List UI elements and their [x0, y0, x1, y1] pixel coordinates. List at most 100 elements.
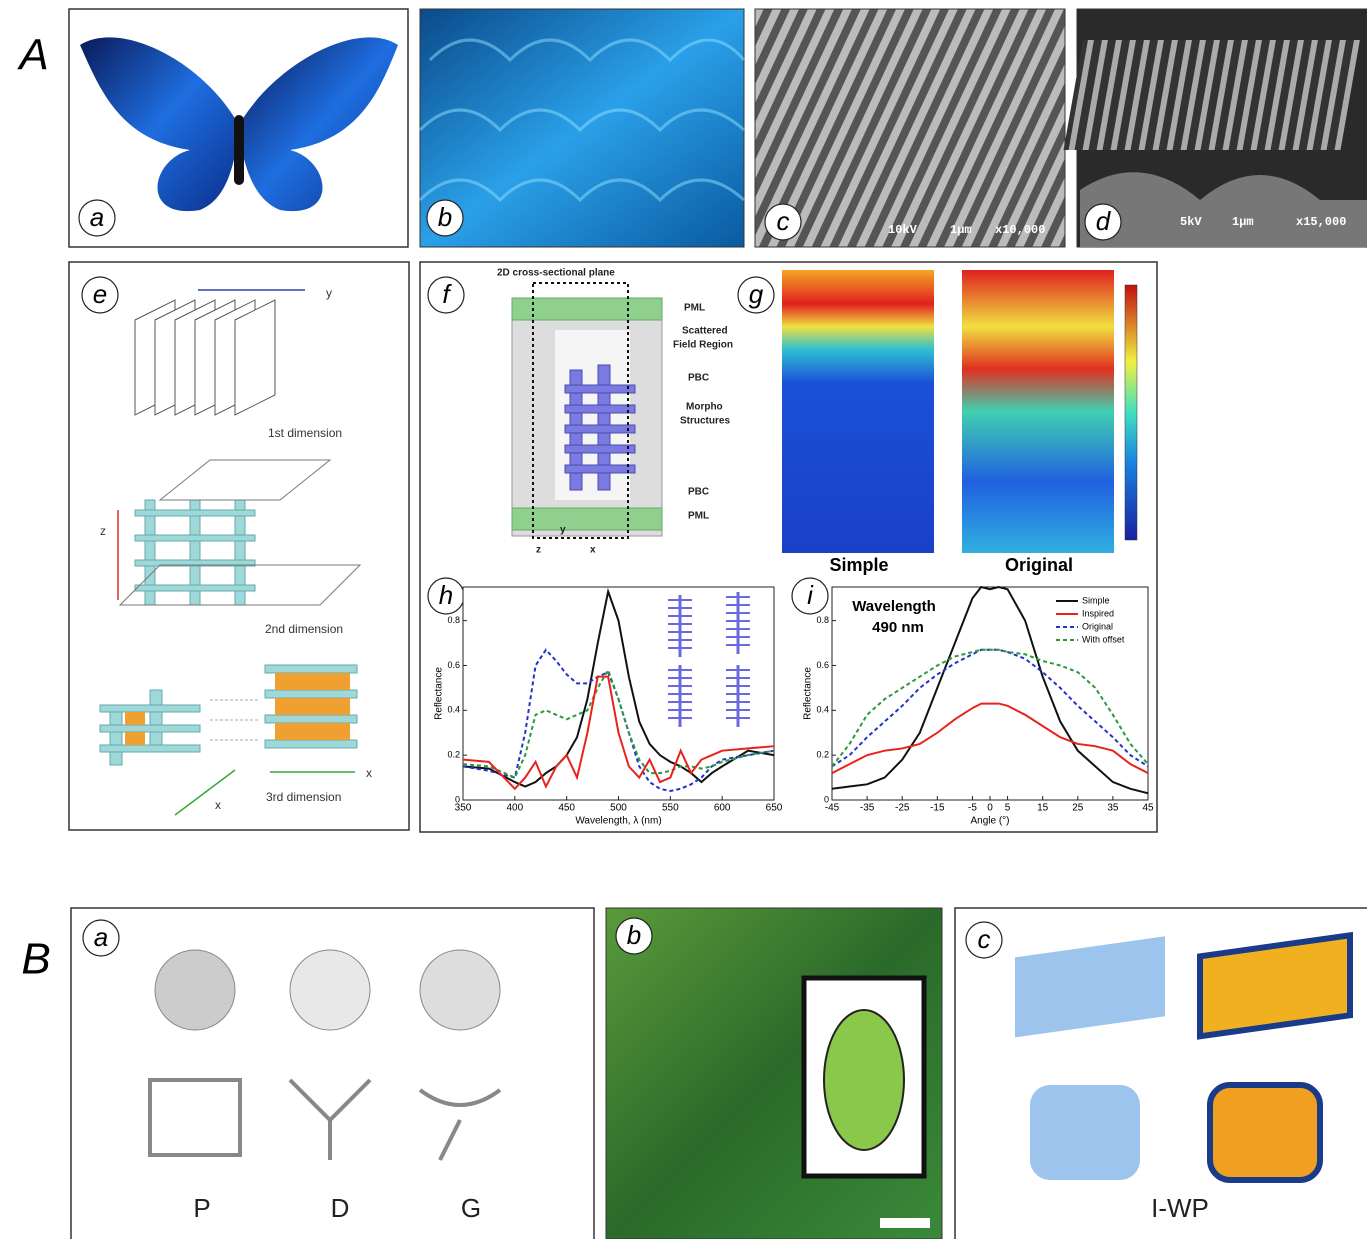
- legend-label: With offset: [1082, 634, 1125, 644]
- region-label: PML: [684, 303, 705, 314]
- x-tick-label: 45: [1142, 803, 1154, 814]
- panel-label-circle: [427, 276, 465, 314]
- panel-c: 10kV 1µm x10,000: [754, 8, 1066, 248]
- panel-B-a: P D G: [70, 907, 595, 1244]
- region-label: PBC: [688, 487, 709, 498]
- section-label: A: [16, 31, 48, 80]
- panel-B-c: I-WP: [954, 907, 1367, 1244]
- panel-label: b: [438, 202, 452, 232]
- panel-label-circle: [82, 919, 120, 957]
- axis-label: x: [590, 545, 596, 556]
- region-label: PBC: [688, 373, 709, 384]
- sem-label: 10kV: [888, 223, 918, 237]
- x-axis-label: Wavelength, λ (nm): [575, 816, 661, 827]
- charts: 350 400 450 500 550 600 65000.20.40.60.8Wavele…: [434, 585, 1154, 827]
- surface-caption: D: [331, 1193, 350, 1223]
- series-line: [831, 702, 1149, 774]
- series-line: [462, 675, 775, 791]
- panel-label: f: [442, 279, 452, 309]
- panel-label-circle: [78, 199, 116, 237]
- x-tick-label: 35: [1107, 803, 1119, 814]
- region-label: Morpho: [686, 402, 723, 413]
- sem-label: 1µm: [1232, 215, 1254, 229]
- x-tick-label: 15: [1037, 803, 1049, 814]
- sem-label: x15,000: [1296, 215, 1346, 229]
- x-tick-label: -25: [895, 803, 910, 814]
- axis-label: z: [100, 524, 106, 538]
- x-tick-label: 650: [766, 803, 783, 814]
- x-tick-label: 450: [558, 803, 575, 814]
- panel-label-circle: [764, 203, 802, 241]
- y-tick-label: 0.6: [816, 660, 829, 670]
- y-tick-label: 0.6: [447, 660, 460, 670]
- panel-label: c: [978, 924, 991, 954]
- x-axis-label: Angle (°): [970, 816, 1009, 827]
- heatmap-caption: Original: [1005, 555, 1073, 575]
- panel-label: b: [627, 920, 641, 950]
- x-tick-label: 550: [662, 803, 679, 814]
- legend-label: Simple: [1082, 595, 1110, 605]
- panel-label-circle: [737, 276, 775, 314]
- panel-labels: a b c d e f g h i a b c: [78, 199, 1122, 959]
- axis-label: x: [215, 798, 221, 812]
- dimension-label: 3rd dimension: [266, 790, 341, 804]
- y-tick-label: 0.8: [447, 615, 460, 625]
- region-label: Field Region: [673, 340, 733, 351]
- series-line: [462, 587, 775, 788]
- y-tick-label: 0.2: [816, 750, 829, 760]
- panel-label: a: [90, 202, 104, 232]
- x-tick-label: 400: [506, 803, 523, 814]
- plane-label: 2D cross-sectional plane: [497, 268, 615, 279]
- annotation: 490 nm: [872, 619, 924, 636]
- panel-d: 5kV 1µm x15,000: [1063, 8, 1367, 248]
- panel-label-circle: [791, 577, 829, 615]
- panel-label: d: [1096, 206, 1112, 236]
- dimension-label: 1st dimension: [268, 426, 342, 440]
- x-tick-label: 5: [1005, 803, 1011, 814]
- annotation: Wavelength: [852, 598, 936, 615]
- panel-label-circle: [1084, 203, 1122, 241]
- legend-label: Original: [1082, 621, 1113, 631]
- panel-B-b: [605, 907, 943, 1240]
- region-label: PML: [688, 511, 709, 522]
- x-tick-label: 600: [714, 803, 731, 814]
- series-line: [831, 648, 1149, 767]
- x-tick-label: 500: [610, 803, 627, 814]
- panel-label-circle: [965, 921, 1003, 959]
- panel-label-circle: [81, 276, 119, 314]
- panel-label-circle: [615, 917, 653, 955]
- panel-label-circle: [426, 199, 464, 237]
- panel-b: [418, 8, 746, 248]
- axis-label: y: [560, 525, 566, 536]
- panel-label: e: [93, 279, 107, 309]
- sem-label: x10,000: [995, 223, 1045, 237]
- panel-f: 2D cross-sectional plane PML Scattered F…: [497, 268, 733, 556]
- axis-label: x: [366, 766, 372, 780]
- x-tick-label: 350: [455, 803, 472, 814]
- panel-label: a: [94, 922, 108, 952]
- series-line: [462, 667, 775, 779]
- axis-label: y: [326, 286, 332, 300]
- region-label: Scattered: [682, 326, 728, 337]
- y-tick-label: 0: [824, 794, 829, 804]
- x-tick-label: 0: [987, 803, 993, 814]
- dimension-label: 2nd dimension: [265, 622, 343, 636]
- panel-label: h: [439, 580, 453, 610]
- x-tick-label: -15: [930, 803, 945, 814]
- panel-a: [68, 8, 409, 248]
- section-label: B: [21, 935, 50, 984]
- panel-g: Simple Original: [782, 270, 1138, 575]
- surface-caption: I-WP: [1151, 1193, 1209, 1223]
- series-line: [831, 585, 1149, 795]
- y-axis-label: Reflectance: [434, 667, 445, 720]
- surface-caption: G: [461, 1193, 481, 1223]
- y-tick-label: 0.2: [447, 750, 460, 760]
- panel-label: g: [749, 279, 764, 309]
- y-tick-label: 0: [455, 794, 460, 804]
- x-tick-label: -35: [860, 803, 875, 814]
- y-tick-label: 0.8: [816, 615, 829, 625]
- legend-label: Inspired: [1082, 608, 1114, 618]
- axis-label: z: [536, 545, 541, 556]
- panel-label: i: [807, 580, 814, 610]
